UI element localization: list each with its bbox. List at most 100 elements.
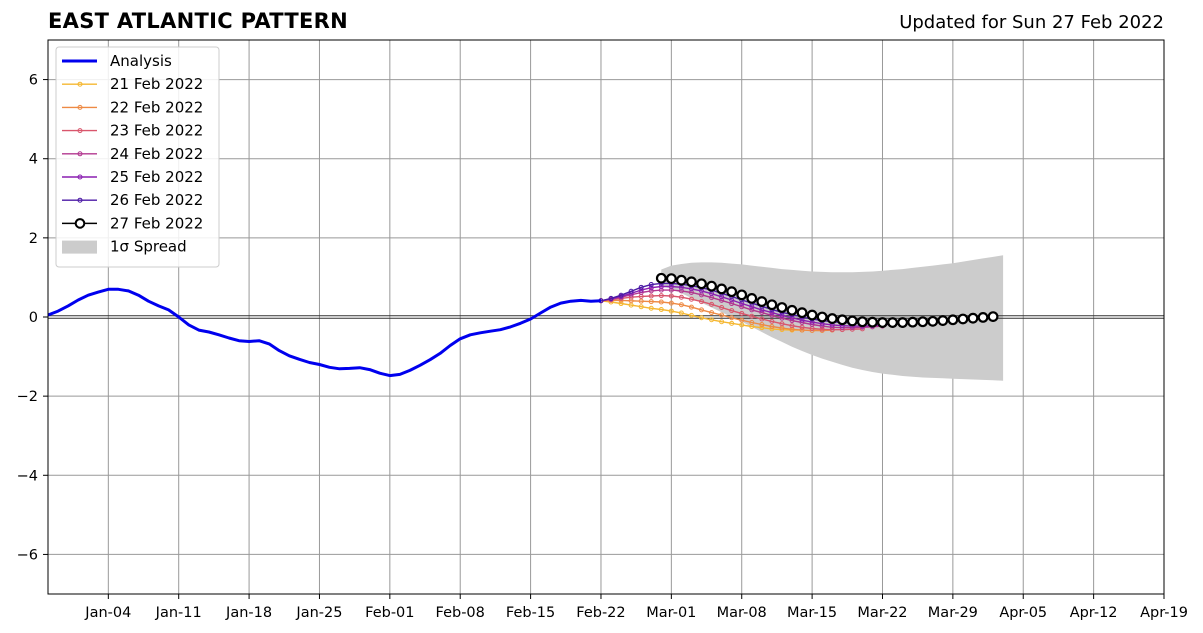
current-forecast-point [826, 313, 838, 324]
grid-lines [48, 40, 1165, 594]
legend: Analysis 21 Feb 2022 22 Feb 2022 23 Feb 202… [55, 46, 220, 268]
current-forecast-point [796, 307, 808, 319]
forecast-point [739, 317, 745, 323]
current-forecast-point [766, 299, 778, 311]
forecast-point [799, 317, 805, 323]
forecast-point [729, 320, 735, 326]
x-tick-label: Jan-25 [295, 605, 342, 621]
forecast-point [779, 321, 785, 327]
forecast-point [618, 301, 624, 307]
legend-label: Analysis [110, 52, 172, 70]
legend-label: 26 Feb 2022 [110, 191, 203, 209]
forecast-point [658, 293, 664, 299]
forecast-point [688, 304, 694, 310]
y-tick-label: −6 [17, 547, 38, 563]
x-tick-label: Mar-22 [857, 605, 907, 621]
current-forecast-point [746, 293, 758, 304]
forecast-point [799, 324, 805, 330]
y-tick-label: 0 [29, 310, 38, 326]
forecast-point [618, 292, 624, 298]
chart-title: EAST ATLANTIC PATTERN [48, 9, 348, 33]
forecast-point [769, 310, 775, 316]
forecast-point [789, 323, 795, 329]
current-forecast-point [686, 276, 697, 288]
x-tick-label: Feb-22 [576, 605, 625, 621]
forecast-point [779, 315, 785, 321]
current-forecast-point [696, 278, 707, 290]
current-forecast-point [736, 289, 748, 301]
forecast-point [769, 318, 775, 324]
current-forecast-point [977, 311, 989, 323]
current-forecast-point [716, 283, 728, 295]
forecast-point [628, 288, 634, 294]
x-tick-label: Mar-29 [928, 605, 978, 621]
y-tick-label: 6 [29, 73, 38, 89]
current-forecast-point [756, 296, 768, 307]
x-tick-label: Feb-01 [365, 605, 414, 621]
y-tick-label: 4 [29, 152, 38, 168]
current-forecast-point [726, 286, 738, 298]
current-forecast-point [987, 311, 999, 323]
current-forecast-point [676, 274, 687, 286]
legend-label: 21 Feb 2022 [110, 75, 203, 93]
forecast-point [678, 310, 684, 316]
updated-date: Updated for Sun 27 Feb 2022 [899, 12, 1164, 33]
forecast-point [699, 307, 705, 313]
current-forecast-point [907, 316, 919, 328]
x-tick-label: Mar-15 [787, 605, 837, 621]
forecast-point [749, 320, 755, 326]
forecast-point [779, 312, 785, 318]
forecast-point [699, 315, 705, 321]
current-forecast-point [947, 314, 959, 326]
current-forecast-point [917, 316, 929, 328]
forecast-point [729, 308, 735, 314]
forecast-line [600, 294, 863, 331]
x-tick-label: Apr-19 [1140, 605, 1188, 621]
x-tick-label: Apr-05 [999, 605, 1047, 621]
legend-swatch-current-marker [74, 218, 86, 229]
x-tick-label: Mar-01 [646, 605, 696, 621]
current-forecast-point [786, 304, 798, 316]
y-tick-label: −4 [17, 468, 38, 484]
current-forecast-point [655, 272, 667, 284]
forecast-point [709, 301, 715, 307]
forecast-line [600, 289, 883, 329]
y-tick-label: 2 [29, 231, 38, 247]
series-group [47, 272, 999, 378]
forecast-point [678, 302, 684, 308]
axes: Jan-04 Jan-11 Jan-18 Jan-25 Feb-01 Feb-08 Feb-… [17, 39, 1188, 621]
legend-swatch-marker [77, 174, 83, 180]
legend-label: 24 Feb 2022 [110, 145, 203, 163]
current-forecast-point [806, 309, 818, 321]
forecast-point [739, 322, 745, 328]
forecast-point [688, 312, 694, 318]
forecast-point [759, 316, 765, 322]
forecast-point [658, 284, 664, 290]
current-forecast-point [867, 316, 878, 328]
forecast-point [739, 304, 745, 310]
current-forecast-point [816, 311, 828, 323]
forecast-point [638, 284, 644, 290]
current-forecast-point [967, 312, 979, 324]
forecast-point [789, 315, 795, 321]
legend-swatch-marker [77, 104, 83, 110]
forecast-point [769, 323, 775, 329]
forecast-point [719, 312, 725, 318]
forecast-point [648, 285, 654, 291]
current-forecast-point [856, 316, 868, 328]
current-forecast-point [887, 317, 898, 328]
x-tick-label: Jan-11 [155, 605, 202, 621]
forecast-point [658, 306, 664, 312]
current-forecast-point [897, 317, 908, 328]
forecast-point [688, 296, 694, 302]
current-forecast-point [927, 315, 939, 327]
forecast-point [638, 298, 644, 304]
current-forecast-point [846, 315, 858, 327]
forecast-point [729, 315, 735, 321]
forecast-point [709, 317, 715, 323]
forecast-point [648, 305, 654, 311]
legend-label: 23 Feb 2022 [110, 122, 203, 140]
forecast-point [759, 325, 765, 331]
forecast-point [658, 299, 664, 305]
